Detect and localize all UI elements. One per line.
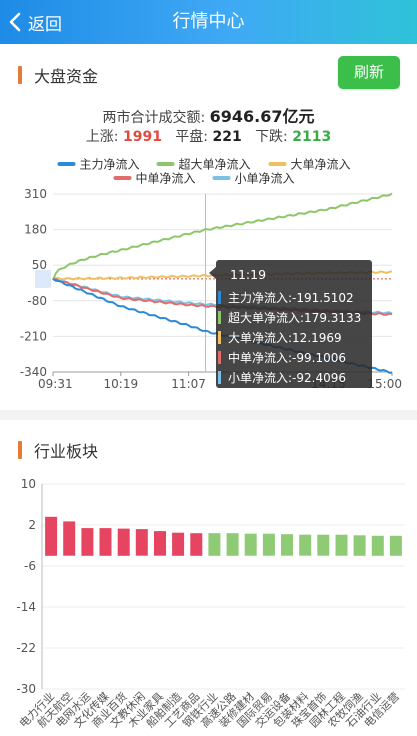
legend-swatch [57, 162, 76, 166]
section-marker [18, 66, 22, 84]
industry-bar-chart[interactable]: 102-6-14-22-30电力行业航天航空电网水运文化传媒商业百货文教休闲木业… [0, 470, 417, 736]
y-tick-label: -14 [16, 600, 36, 614]
legend-label: 主力净流入 [80, 158, 140, 172]
x-tick-label: 11:07 [171, 377, 206, 391]
y-tick-label: 180 [24, 223, 47, 237]
bar-18 [353, 535, 366, 556]
x-tick-label: 10:19 [104, 377, 139, 391]
y-tick-label: -6 [24, 559, 36, 573]
back-label: 返回 [28, 14, 62, 35]
turnover-label: 两市合计成交额: [102, 110, 206, 126]
section-divider [0, 410, 417, 420]
bar-10 [208, 533, 221, 556]
chevron-left-icon [9, 12, 21, 32]
tooltip-row: 主力净流入:-191.5102 [228, 291, 354, 305]
x-tick-label: 09:31 [38, 377, 73, 391]
refresh-button[interactable]: 刷新 [338, 56, 400, 89]
y-tick-label: 10 [21, 477, 36, 491]
tooltip-swatch [218, 291, 221, 304]
legend-swatch [113, 176, 132, 180]
bar-17 [335, 534, 348, 556]
x-tick-label: 15:00 [367, 377, 402, 391]
tooltip-row: 中单净流入:-99.1006 [228, 350, 346, 365]
bar-4 [99, 528, 112, 556]
tooltip-box [216, 260, 372, 388]
flat-label: 平盘: [175, 129, 209, 145]
bar-8 [172, 532, 185, 556]
bar-15 [299, 534, 312, 556]
y-tick-label: -80 [27, 294, 47, 308]
y-tick-label: -340 [20, 365, 47, 379]
bar-1 [45, 516, 58, 556]
turnover-line: 两市合计成交额: 6946.67亿元 [0, 103, 417, 127]
up-label: 上涨: [85, 129, 119, 145]
market-section-title: 大盘资金 [18, 63, 98, 87]
bar-3 [81, 528, 94, 556]
bar-6 [135, 529, 148, 556]
up-count: 1991 [122, 129, 162, 145]
tooltip-swatch [218, 351, 221, 364]
bar-7 [154, 531, 166, 556]
legend-label: 中单净流入 [136, 171, 196, 186]
down-count: 2113 [292, 129, 332, 145]
bar-11 [226, 533, 239, 556]
y-tick-label: 310 [24, 187, 47, 201]
y-tick-label: 50 [32, 258, 47, 272]
bar-20 [389, 535, 402, 556]
legend-swatch [268, 162, 287, 166]
back-button[interactable]: 返回 [8, 0, 62, 44]
tooltip-row: 大单净流入:12.1969 [228, 331, 342, 345]
tooltip-swatch [218, 311, 221, 324]
tooltip-time: 11:19 [230, 267, 266, 282]
bar-14 [281, 534, 293, 556]
industry-section-title: 行业板块 [18, 438, 98, 462]
bar-2 [63, 521, 76, 556]
legend-label: 大单净流入 [291, 158, 351, 172]
legend-label: 超大单净流入 [179, 157, 251, 172]
market-section-label: 大盘资金 [34, 67, 99, 86]
y-tick-label: -30 [16, 682, 36, 696]
zero-highlight [35, 269, 51, 288]
turnover-value: 6946.67亿元 [209, 107, 315, 126]
tooltip-swatch [218, 331, 221, 344]
bar-5 [117, 528, 130, 556]
industry-section-label: 行业板块 [34, 442, 99, 461]
flat-count: 221 [212, 129, 242, 145]
section-marker [18, 441, 22, 459]
bar-19 [371, 535, 384, 556]
bar-16 [317, 534, 330, 556]
legend-label: 小单净流入 [235, 172, 295, 186]
tooltip-row: 超大单净流入:179.3133 [228, 310, 361, 325]
tooltip-swatch [218, 371, 221, 384]
down-label: 下跌: [255, 129, 288, 145]
top-bar: 返回 行情中心 [0, 0, 417, 44]
tooltip-row: 小单净流入:-92.4096 [228, 371, 346, 385]
bar-9 [190, 533, 203, 556]
market-breadth: 上涨: 1991 平盘: 221 下跌: 2113 [0, 126, 417, 146]
fund-flow-line-chart[interactable]: 主力净流入超大单净流入大单净流入中单净流入小单净流入310180500-80-2… [0, 150, 417, 395]
legend-swatch [212, 176, 231, 180]
bar-13 [262, 533, 275, 556]
y-tick-label: -22 [16, 641, 36, 655]
y-tick-label: 2 [28, 518, 36, 532]
tooltip-arrow [209, 267, 216, 279]
series-line-2 [52, 192, 393, 281]
y-tick-label: -210 [20, 329, 47, 343]
page-title: 行情中心 [172, 11, 245, 32]
legend-swatch [156, 162, 175, 166]
bar-12 [244, 533, 257, 556]
